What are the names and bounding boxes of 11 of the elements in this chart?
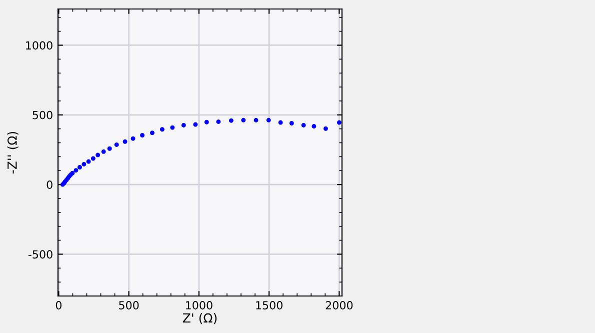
x-tick-label: 2000 [326,301,353,310]
y-tick-label: -500 [28,250,52,259]
y-tick-label: 500 [32,110,52,120]
y-tick-label: 1000 [26,41,52,50]
x-axis-title: Z' (Ω) [182,313,217,324]
x-tick-label: 1500 [256,301,282,310]
y-axis-title: -Z'' (Ω) [7,132,18,174]
x-tick-label: 0 [56,301,62,310]
x-tick-label: 500 [119,301,139,310]
x-tick-label: 1000 [186,301,212,310]
y-tick-label: 0 [46,180,52,189]
